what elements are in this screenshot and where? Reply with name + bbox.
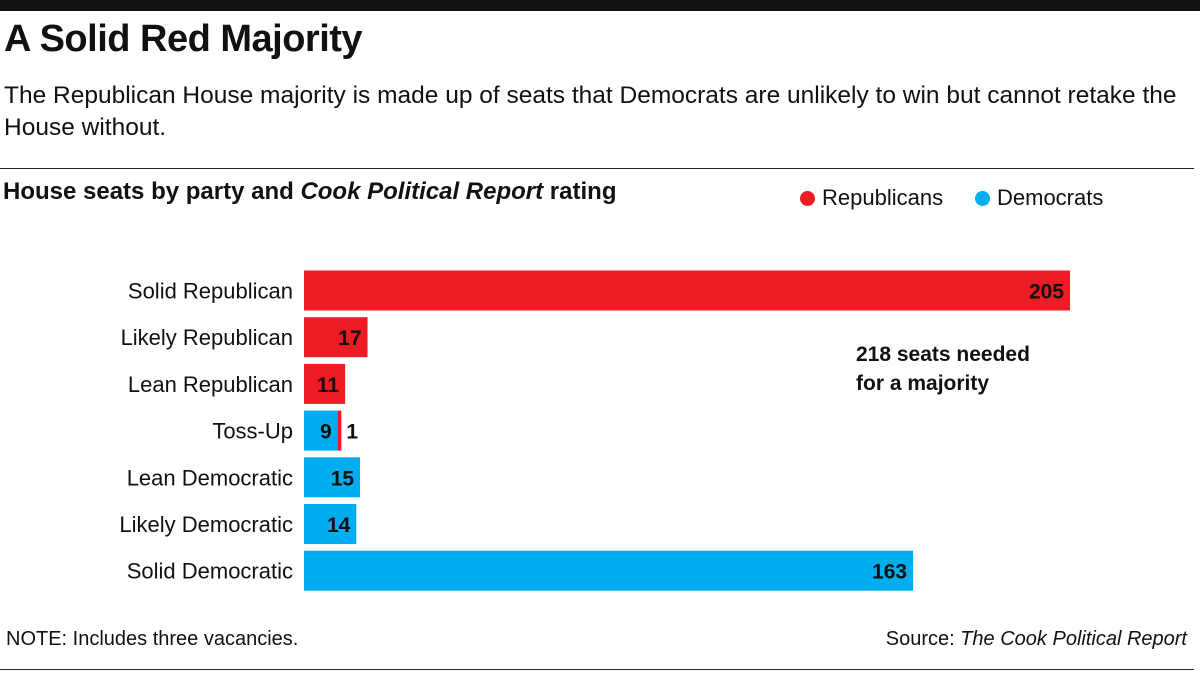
bar-democrats xyxy=(304,457,361,498)
chart-heading-publication: Cook Political Report xyxy=(300,178,544,205)
divider-top xyxy=(0,168,1194,169)
chart-heading-text: House seats by party and xyxy=(3,178,301,205)
category-label: Solid Republican xyxy=(128,279,293,304)
legend-item-democrats: Democrats xyxy=(975,185,1103,211)
bar-democrats xyxy=(304,410,338,451)
majority-annotation: 218 seats needed for a majority xyxy=(856,343,1030,395)
house-seats-bar-chart: Solid Republican 205 Likely Republican 17 Le… xyxy=(119,270,1070,591)
bar-value-label: 15 xyxy=(331,467,355,490)
category-label: Solid Democratic xyxy=(127,559,293,584)
bar-republicans xyxy=(304,363,346,404)
bar-republicans xyxy=(337,410,342,451)
top-rule xyxy=(0,0,1200,11)
bar-value-label: 14 xyxy=(327,514,351,537)
source-label: Source: xyxy=(885,628,961,650)
category-label: Likely Republican xyxy=(121,325,293,350)
republican-dot-icon xyxy=(800,190,815,206)
page-subtitle: The Republican House majority is made up… xyxy=(4,82,1177,141)
bar-value-label: 11 xyxy=(317,374,340,397)
category-label: Likely Democratic xyxy=(119,512,293,537)
bar-value-label: 163 xyxy=(872,561,907,584)
legend-label-republicans: Republicans xyxy=(822,185,944,210)
legend-label-democrats: Democrats xyxy=(997,185,1104,210)
majority-annotation-line: 218 seats needed xyxy=(856,343,1030,366)
source-name: The Cook Political Report xyxy=(960,628,1187,650)
bar-value-label: 17 xyxy=(338,327,361,350)
chart-heading: House seats by party and Cook Political … xyxy=(3,178,616,206)
bar-democrats xyxy=(304,550,914,591)
page-title: A Solid Red Majority xyxy=(4,18,363,60)
bar-value-label: 1 xyxy=(346,421,358,444)
source-credit: Source: The Cook Political Report xyxy=(886,628,1187,651)
chart-heading-suffix: rating xyxy=(543,178,617,205)
footnote: NOTE: Includes three vacancies. xyxy=(6,628,299,650)
bar-value-label: 205 xyxy=(1029,281,1064,304)
bar-republicans xyxy=(304,317,368,358)
divider-bottom xyxy=(0,669,1194,670)
category-label: Toss-Up xyxy=(212,419,293,444)
bar-republicans xyxy=(304,270,1070,311)
bar-democrats xyxy=(304,504,357,544)
majority-annotation-line: for a majority xyxy=(856,372,989,395)
legend-item-republicans: Republicans xyxy=(800,185,943,211)
category-label: Lean Democratic xyxy=(127,465,293,490)
democrat-dot-icon xyxy=(975,190,990,206)
bar-value-label: 9 xyxy=(320,421,332,444)
category-label: Lean Republican xyxy=(128,372,293,397)
